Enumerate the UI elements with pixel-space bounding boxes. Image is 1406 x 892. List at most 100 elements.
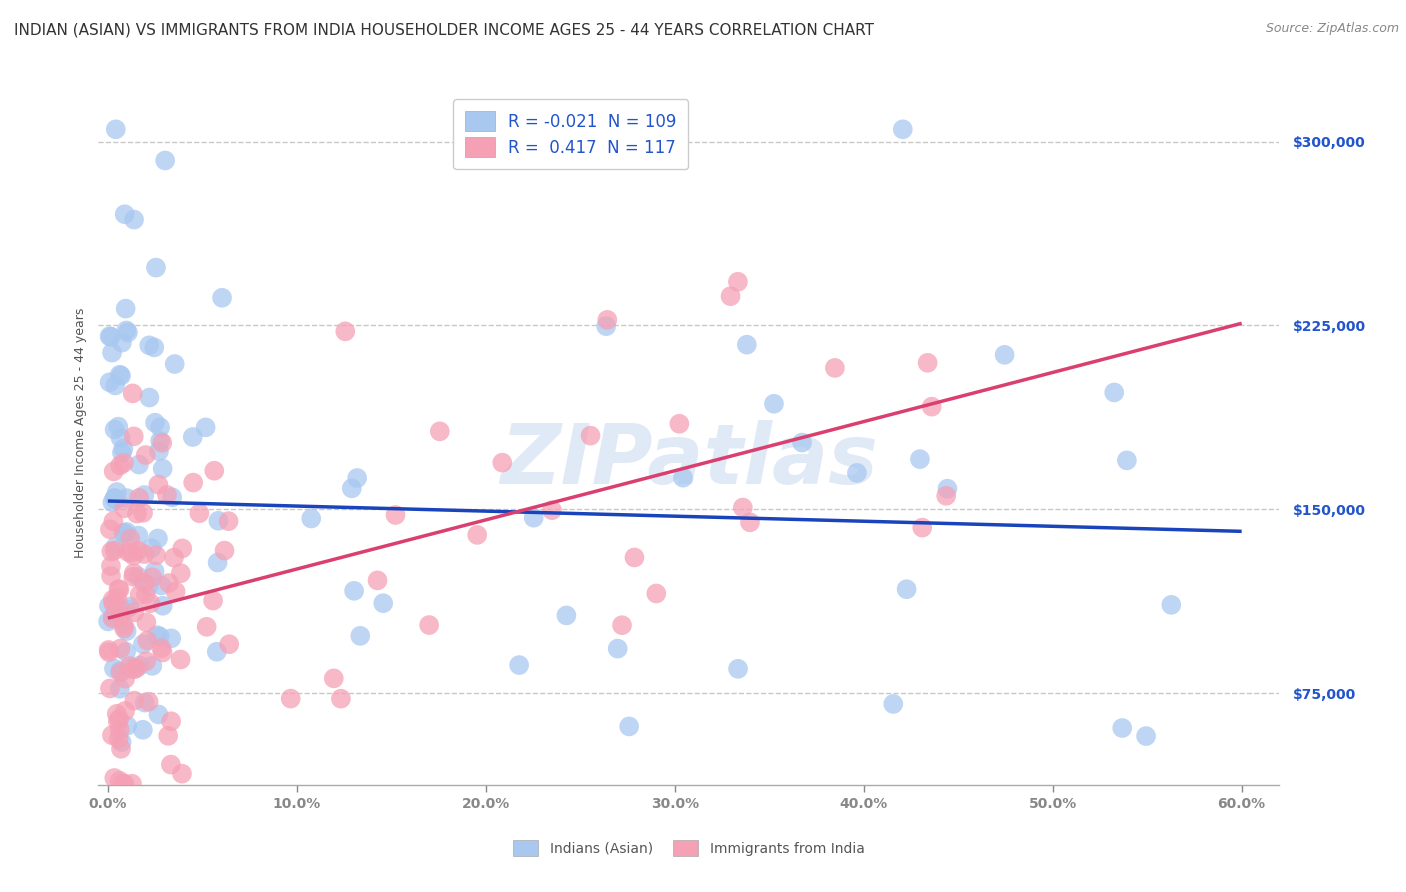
- Point: [596, 313, 619, 327]
- Point: [738, 516, 761, 530]
- Text: Source: ZipAtlas.com: Source: ZipAtlas.com: [1265, 22, 1399, 36]
- Point: [149, 629, 172, 643]
- Point: [148, 477, 170, 491]
- Point: [152, 461, 174, 475]
- Point: [105, 492, 128, 507]
- Point: [128, 491, 150, 505]
- Point: [114, 207, 136, 221]
- Point: [165, 584, 187, 599]
- Text: INDIAN (ASIAN) VS IMMIGRANTS FROM INDIA HOUSEHOLDER INCOME AGES 25 - 44 YEARS CO: INDIAN (ASIAN) VS IMMIGRANTS FROM INDIA …: [14, 22, 875, 37]
- Point: [100, 569, 122, 583]
- Point: [101, 611, 124, 625]
- Point: [143, 564, 166, 578]
- Point: [110, 735, 132, 749]
- Point: [150, 578, 173, 592]
- Point: [672, 470, 695, 484]
- Point: [160, 632, 183, 646]
- Point: [101, 345, 124, 359]
- Point: [1111, 721, 1133, 735]
- Point: [121, 777, 143, 791]
- Point: [112, 501, 135, 516]
- Point: [114, 672, 136, 686]
- Point: [595, 319, 617, 334]
- Point: [145, 260, 167, 275]
- Point: [610, 618, 633, 632]
- Point: [366, 574, 388, 588]
- Point: [373, 596, 395, 610]
- Point: [98, 522, 121, 536]
- Point: [105, 706, 128, 721]
- Point: [143, 340, 166, 354]
- Point: [97, 615, 120, 629]
- Point: [145, 549, 167, 563]
- Point: [882, 697, 904, 711]
- Point: [157, 729, 180, 743]
- Point: [107, 582, 129, 596]
- Point: [668, 417, 690, 431]
- Point: [343, 583, 366, 598]
- Point: [98, 376, 121, 390]
- Point: [153, 153, 176, 168]
- Point: [101, 495, 124, 509]
- Point: [132, 723, 155, 737]
- Point: [111, 335, 134, 350]
- Point: [121, 386, 143, 401]
- Point: [127, 570, 149, 584]
- Point: [103, 597, 125, 611]
- Point: [104, 122, 127, 136]
- Point: [211, 291, 233, 305]
- Point: [117, 326, 139, 340]
- Point: [128, 588, 150, 602]
- Point: [790, 435, 813, 450]
- Point: [141, 570, 163, 584]
- Point: [202, 593, 225, 607]
- Point: [163, 357, 186, 371]
- Point: [555, 608, 578, 623]
- Point: [824, 360, 846, 375]
- Point: [891, 122, 914, 136]
- Point: [138, 391, 160, 405]
- Point: [103, 771, 125, 785]
- Point: [110, 431, 132, 445]
- Point: [127, 543, 149, 558]
- Point: [110, 665, 132, 680]
- Point: [98, 329, 121, 343]
- Point: [135, 587, 157, 601]
- Legend: Indians (Asian), Immigrants from India: Indians (Asian), Immigrants from India: [506, 833, 872, 863]
- Point: [117, 545, 139, 559]
- Point: [299, 511, 322, 525]
- Point: [1115, 453, 1137, 467]
- Point: [127, 528, 149, 542]
- Point: [541, 503, 564, 517]
- Point: [107, 731, 129, 746]
- Point: [125, 661, 148, 675]
- Point: [120, 546, 142, 560]
- Point: [762, 397, 785, 411]
- Point: [134, 547, 156, 561]
- Point: [138, 579, 160, 593]
- Point: [346, 471, 368, 485]
- Point: [104, 540, 127, 554]
- Point: [104, 543, 127, 558]
- Point: [114, 777, 136, 791]
- Point: [349, 629, 371, 643]
- Point: [104, 607, 127, 621]
- Point: [169, 652, 191, 666]
- Point: [606, 641, 628, 656]
- Point: [100, 559, 122, 574]
- Point: [132, 575, 155, 590]
- Point: [146, 628, 169, 642]
- Point: [727, 662, 749, 676]
- Point: [115, 491, 138, 505]
- Point: [103, 423, 125, 437]
- Point: [125, 507, 148, 521]
- Point: [139, 596, 162, 610]
- Point: [181, 475, 204, 490]
- Point: [195, 620, 218, 634]
- Point: [617, 719, 640, 733]
- Point: [207, 556, 229, 570]
- Point: [936, 482, 959, 496]
- Point: [112, 456, 135, 470]
- Point: [112, 777, 135, 791]
- Point: [115, 602, 138, 616]
